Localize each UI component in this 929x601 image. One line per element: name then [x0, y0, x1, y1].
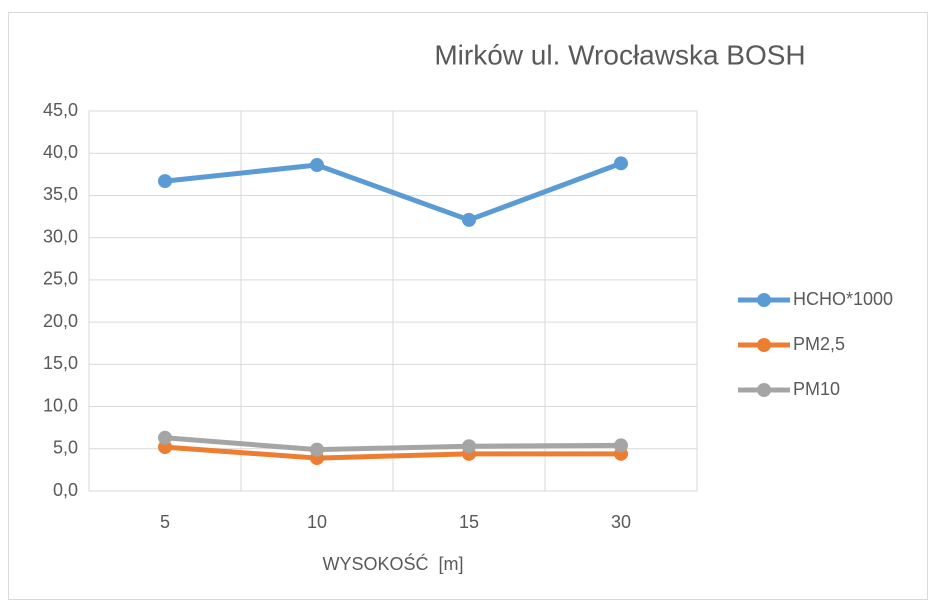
chart-border	[8, 12, 928, 600]
y-tick-label: 25,0	[43, 269, 78, 289]
y-tick-label: 10,0	[43, 395, 78, 415]
x-tick-label: 30	[611, 512, 631, 532]
y-tick-label: 5,0	[53, 438, 78, 458]
legend-label: PM2,5	[793, 334, 845, 354]
data-point	[614, 156, 628, 171]
x-axis-label: WYSOKOŚĆ [m]	[322, 553, 463, 574]
x-tick-label: 15	[459, 512, 479, 532]
y-tick-label: 35,0	[43, 184, 78, 204]
y-tick-label: 40,0	[43, 142, 78, 162]
data-point	[310, 442, 324, 457]
y-tick-label: 15,0	[43, 353, 78, 373]
legend-label: HCHO*1000	[793, 289, 893, 309]
y-tick-label: 0,0	[53, 480, 78, 500]
x-tick-label: 10	[307, 512, 327, 532]
x-tick-label: 5	[160, 512, 170, 532]
series-line	[162, 444, 624, 461]
legend-marker	[757, 383, 771, 397]
legend-marker	[757, 338, 771, 352]
chart-title: Mirków ul. Wrocławska BOSH	[434, 39, 805, 70]
data-point	[462, 439, 476, 454]
data-point	[310, 158, 324, 173]
data-point	[462, 212, 476, 227]
y-tick-label: 20,0	[43, 311, 78, 331]
series-line	[162, 435, 624, 453]
series-line	[162, 160, 624, 223]
legend-label: PM10	[793, 379, 840, 399]
y-tick-label: 45,0	[43, 100, 78, 120]
data-point	[614, 438, 628, 453]
data-point	[158, 430, 172, 445]
legend-marker	[757, 293, 771, 307]
y-tick-label: 30,0	[43, 226, 78, 246]
data-point	[158, 174, 172, 189]
